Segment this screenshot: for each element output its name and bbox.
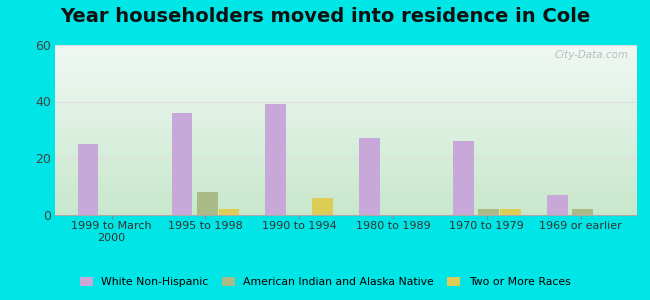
Bar [313, 198, 333, 214]
Bar [197, 192, 218, 214]
Bar [78, 144, 98, 214]
Bar [265, 104, 286, 214]
Bar [218, 209, 239, 214]
Bar [172, 113, 192, 214]
Bar [359, 138, 380, 214]
Bar [500, 209, 521, 214]
Bar [478, 209, 499, 214]
Bar [547, 195, 567, 214]
Bar [572, 209, 593, 214]
Text: City-Data.com: City-Data.com [554, 50, 629, 60]
Bar [453, 141, 474, 214]
Legend: White Non-Hispanic, American Indian and Alaska Native, Two or More Races: White Non-Hispanic, American Indian and … [75, 273, 575, 292]
Text: Year householders moved into residence in Cole: Year householders moved into residence i… [60, 8, 590, 26]
